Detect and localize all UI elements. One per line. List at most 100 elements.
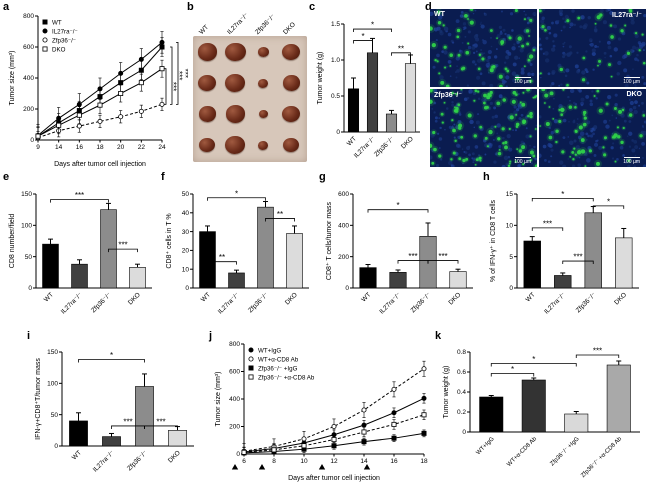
line-chart-svg: 0 200 400 600 800 6 8 10 12 14 16 18 WT+IgG WT+α-CD8 … xyxy=(215,341,428,482)
x-category-label: WT xyxy=(200,291,212,303)
legend-entry-label: Zfp36⁻/⁻ +IgG xyxy=(258,365,298,372)
y-axis-label: CD8 number/field xyxy=(9,214,16,269)
significance-stars: *** xyxy=(573,253,582,262)
series-marker xyxy=(42,19,48,25)
x-category-label: WT xyxy=(346,135,358,147)
x-tick-label: 16 xyxy=(390,458,398,465)
x-tick-label: 24 xyxy=(158,144,166,151)
scale-bar-label: 100 µm xyxy=(514,79,531,85)
x-category-label: Zfp36⁻/⁻ xyxy=(575,291,598,314)
series-marker xyxy=(42,46,48,52)
y-tick-label: 600 xyxy=(229,369,240,376)
y-tick-label: 100 xyxy=(21,223,32,230)
scale-bar xyxy=(515,76,531,78)
significance-stars: ** xyxy=(219,253,225,262)
series-marker xyxy=(248,356,254,362)
series-marker xyxy=(421,366,427,372)
micrograph-image xyxy=(430,9,537,87)
series-marker xyxy=(42,28,48,34)
x-category-label: Zfp36⁻/⁻ xyxy=(126,449,149,472)
y-axis-label: Tumor weight (g) xyxy=(443,366,450,419)
x-category-label: Zfp36⁻/⁻ xyxy=(410,291,433,314)
y-axis-label: Tumor weight (g) xyxy=(317,52,324,105)
y-tick-label: 20 xyxy=(182,248,190,255)
bar-DKO xyxy=(404,63,417,133)
panel-b-tumor-photo-panel: WT IL27ra⁻/⁻ Zfp36⁻/⁻ DKO xyxy=(193,10,309,166)
bar-WT xyxy=(523,240,541,289)
series-marker xyxy=(159,101,165,107)
y-tick-label: 0.8 xyxy=(457,349,466,356)
panel-g-cd8-per-mass-chart: 0 200 400 600 WT IL27ra⁻/⁻ Zfp36⁻/⁻ DKO * *** *** C… xyxy=(323,180,479,324)
y-tick-label: 0.5 xyxy=(331,93,340,100)
tumor-blob xyxy=(198,74,216,92)
significance-stars: * xyxy=(110,351,113,360)
tumor-column-label: Zfp36⁻/⁻ xyxy=(254,13,277,36)
x-tick-label: 18 xyxy=(96,144,104,151)
series-marker xyxy=(361,429,367,435)
x-category-label: WT+IgG xyxy=(476,436,496,456)
bar-Zfp36⁻/⁻ xyxy=(385,113,398,133)
x-category-label: DKO xyxy=(447,291,462,306)
significance-stars: *** xyxy=(156,417,165,426)
y-tick-label: 100 xyxy=(47,381,58,388)
bar-WT+IgG xyxy=(479,396,504,433)
bar-WT xyxy=(347,88,360,133)
y-axis-label: IFN-γ+CD8⁺T/tumor mass xyxy=(34,358,42,440)
series-marker xyxy=(248,374,254,380)
x-axis-label: Days after tumor cell injection xyxy=(54,161,146,168)
series-marker xyxy=(421,395,427,401)
panel-letter-b: b xyxy=(187,1,194,13)
bar-WT xyxy=(69,420,88,447)
panel-letter-e: e xyxy=(3,171,10,183)
legend-entry-label: Zfp36⁻/⁻ xyxy=(52,37,76,44)
significance-stars: *** xyxy=(75,191,84,200)
y-tick-label: 600 xyxy=(23,44,34,51)
y-tick-label: 400 xyxy=(338,223,349,230)
significance-stars: *** xyxy=(175,71,184,80)
bar-WT+α-CD8 Ab xyxy=(521,379,546,433)
significance-stars: *** xyxy=(123,417,132,426)
significance-stars: *** xyxy=(438,252,447,261)
micrograph-image xyxy=(539,89,646,167)
x-category-label: WT xyxy=(525,291,537,303)
series-marker xyxy=(391,386,397,392)
panel-letter-i: i xyxy=(27,330,31,342)
x-category-label: DKO xyxy=(127,291,142,306)
x-category-label: WT xyxy=(71,449,83,461)
significance-stars: *** xyxy=(408,252,417,261)
series-marker xyxy=(391,421,397,427)
panel-letter-c: c xyxy=(309,1,316,13)
x-category-label: Zfp36⁻/⁻ xyxy=(373,135,396,158)
y-axis-label: % of IFN-γ⁺ in CD8 T cells xyxy=(489,199,497,282)
bar-IL27ra⁻/⁻ xyxy=(554,275,572,289)
tumor-blob xyxy=(197,43,217,61)
tumor-column-label: IL27ra⁻/⁻ xyxy=(226,11,251,36)
x-category-label: IL27ra⁻/⁻ xyxy=(543,291,567,315)
panel-letter-a: a xyxy=(3,1,10,13)
bar-IL27ra⁻/⁻ xyxy=(228,272,245,289)
y-tick-label: 1.5 xyxy=(331,21,340,28)
x-category-label: DKO xyxy=(400,135,415,150)
series-marker xyxy=(391,435,397,441)
legend-entry-label: DKO xyxy=(52,46,66,53)
x-category-label: IL27ra⁻/⁻ xyxy=(92,449,116,473)
x-axis-label: Days after tumor cell injection xyxy=(288,475,380,482)
panel-letter-h: h xyxy=(483,171,490,183)
micrograph-label: IL27ra⁻/⁻ xyxy=(612,12,642,19)
significance-stars: ** xyxy=(277,210,283,219)
significance-stars: * xyxy=(371,21,374,30)
panel-j-cd8-depletion-growth-chart: 0 200 400 600 800 6 8 10 12 14 16 18 WT+IgG WT+α-CD8 … xyxy=(212,338,434,482)
y-tick-label: 10 xyxy=(182,266,190,273)
x-category-label: WT+α-CD8 Ab xyxy=(506,436,538,468)
x-tick-label: 14 xyxy=(360,458,368,465)
y-tick-label: 0 xyxy=(509,285,513,292)
panel-f-cd8-percent-chart: 0 10 20 30 40 50 WT IL27ra⁻/⁻ Zfp36⁻/⁻ DKO * ** ** CD… xyxy=(163,180,315,324)
significance-stars: * xyxy=(361,32,364,41)
legend-entry-label: WT+IgG xyxy=(258,347,281,354)
tumor-column-label: WT xyxy=(198,23,211,36)
panel-c-tumor-weight-chart: 0 0.5 1.0 1.5 WT IL27ra⁻/⁻ Zfp36⁻/⁻ DKO * * ** Tumo… xyxy=(314,10,426,168)
x-category-label: DKO xyxy=(167,449,182,464)
scale-bar-label: 100 µm xyxy=(623,79,640,85)
micrograph-image xyxy=(539,9,646,87)
